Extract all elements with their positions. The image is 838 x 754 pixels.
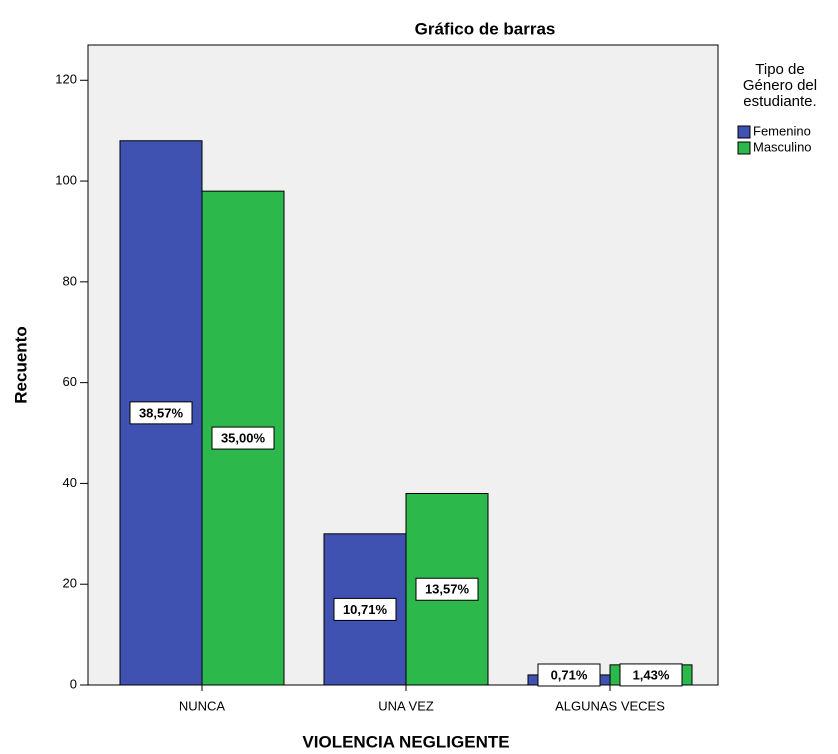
y-tick-label: 60 bbox=[63, 374, 77, 389]
y-tick-label: 20 bbox=[63, 576, 77, 591]
x-tick-label: ALGUNAS VECES bbox=[555, 698, 665, 713]
data-label-box bbox=[333, 597, 397, 621]
data-label: 13,57% bbox=[425, 582, 470, 597]
y-tick-label: 40 bbox=[63, 475, 77, 490]
y-axis-label: Recuento bbox=[11, 326, 30, 403]
data-label-box bbox=[129, 401, 193, 425]
y-tick-label: 0 bbox=[70, 676, 77, 691]
data-label-box bbox=[537, 663, 601, 687]
legend-title: Tipo de bbox=[755, 61, 804, 78]
data-label: 1,43% bbox=[633, 667, 670, 682]
legend-swatch bbox=[737, 141, 751, 155]
y-tick-label: 120 bbox=[55, 72, 77, 87]
x-tick-label: UNA VEZ bbox=[378, 698, 434, 713]
y-tick-label: 80 bbox=[63, 273, 77, 288]
data-label-box bbox=[211, 426, 275, 450]
legend-swatch bbox=[737, 125, 751, 139]
data-label: 10,71% bbox=[343, 602, 388, 617]
legend-label: Masculino bbox=[753, 139, 812, 154]
data-label-box bbox=[619, 663, 683, 687]
chart-title: Gráfico de barras bbox=[415, 19, 556, 38]
x-tick-label: NUNCA bbox=[179, 698, 226, 713]
legend-title: estudiante. bbox=[743, 93, 816, 110]
data-label: 38,57% bbox=[139, 405, 184, 420]
data-label: 35,00% bbox=[221, 431, 266, 446]
legend-title: Género del bbox=[743, 77, 817, 94]
data-label: 0,71% bbox=[551, 667, 588, 682]
x-axis-label: VIOLENCIA NEGLIGENTE bbox=[302, 732, 509, 751]
data-label-box bbox=[415, 577, 479, 601]
legend-label: Femenino bbox=[753, 123, 811, 138]
y-tick-label: 100 bbox=[55, 173, 77, 188]
